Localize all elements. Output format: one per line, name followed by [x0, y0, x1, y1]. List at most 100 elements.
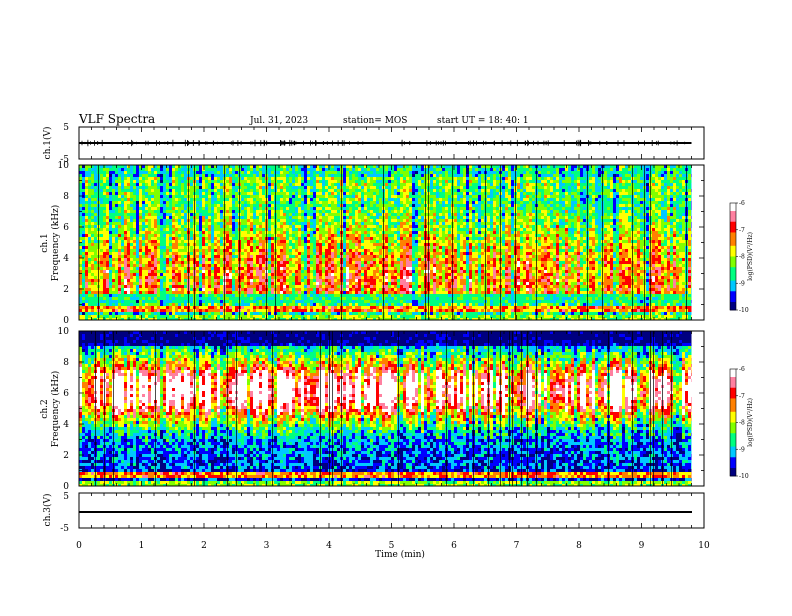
spectrogram-cell [316, 294, 319, 297]
spectrogram-cell [127, 276, 130, 279]
spectrogram-cell [226, 174, 229, 177]
spectrogram-cell [103, 219, 106, 222]
spectrogram-cell [262, 183, 265, 186]
spectrogram-cell [349, 246, 352, 249]
spectrogram-cell [202, 300, 205, 303]
spectrogram-cell [172, 306, 175, 309]
spectrogram-cell [298, 270, 301, 273]
spectrogram-cell [166, 309, 169, 312]
spectrogram-cell [253, 291, 256, 294]
spectrogram-cell [244, 309, 247, 312]
spectrogram-cell [85, 261, 88, 264]
spectrogram-cell [118, 243, 121, 246]
spectrogram-cell [295, 315, 298, 318]
spectrogram-cell [355, 267, 358, 270]
spectrogram-cell [322, 222, 325, 225]
spectrogram-cell [85, 315, 88, 318]
spectrogram-cell [328, 237, 331, 240]
spectrogram-cell [259, 219, 262, 222]
spectrogram-cell [244, 204, 247, 207]
spectrogram-cell [349, 192, 352, 195]
spectrogram-cell [301, 282, 304, 285]
spectrogram-cell [115, 168, 118, 171]
spectrogram-cell [325, 171, 328, 174]
spectrogram-cell [310, 237, 313, 240]
spectrogram-cell [154, 294, 157, 297]
spectrogram-cell [331, 177, 334, 180]
spectrogram-cell [157, 174, 160, 177]
spectrogram-cell [91, 192, 94, 195]
spectrogram-cell [157, 213, 160, 216]
spectrogram-cell [304, 276, 307, 279]
spectrogram-cell [319, 243, 322, 246]
spectrogram-cell [355, 309, 358, 312]
spectrogram-cell [349, 231, 352, 234]
spectrogram-cell [190, 306, 193, 309]
spectrogram-cell [316, 273, 319, 276]
spectrogram-cell [262, 240, 265, 243]
spectrogram-cell [109, 273, 112, 276]
spectrogram-cell [106, 189, 109, 192]
spectrogram-cell [184, 255, 187, 258]
spectrogram-cell [88, 234, 91, 237]
spectrogram-cell [190, 270, 193, 273]
spectrogram-cell [334, 297, 337, 300]
spectrogram-cell [283, 303, 286, 306]
spectrogram-cell [220, 231, 223, 234]
spectrogram-cell [196, 198, 199, 201]
spectrogram-cell [139, 228, 142, 231]
spectrogram-cell [184, 294, 187, 297]
spectrogram-cell [316, 279, 319, 282]
spectrogram-cell [229, 258, 232, 261]
spectrogram-cell [220, 255, 223, 258]
spectrogram-cell [94, 312, 97, 315]
spectrogram-cell [139, 285, 142, 288]
spectrogram-cell [130, 219, 133, 222]
spectrogram-cell [334, 303, 337, 306]
spectrogram-cell [178, 264, 181, 267]
spectrogram-cell [328, 168, 331, 171]
spectrogram-cell [172, 219, 175, 222]
spectrogram-cell [139, 258, 142, 261]
spectrogram-cell [181, 189, 184, 192]
spectrogram-cell [172, 249, 175, 252]
spectrogram-cell [100, 315, 103, 318]
spectrogram-cell [310, 222, 313, 225]
spectrogram-cell [118, 213, 121, 216]
spectrogram-cell [292, 237, 295, 240]
spectrogram-cell [148, 174, 151, 177]
spectrogram-cell [133, 279, 136, 282]
spectrogram-cell [229, 198, 232, 201]
spectrogram-cell [154, 279, 157, 282]
spectrogram-cell [262, 219, 265, 222]
spectrogram-cell [157, 306, 160, 309]
spectrogram-cell [166, 204, 169, 207]
spectrogram-cell [277, 231, 280, 234]
spectrogram-cell [283, 312, 286, 315]
spectrogram-cell [100, 207, 103, 210]
spectrogram-cell [355, 282, 358, 285]
spectrogram-cell [343, 228, 346, 231]
spectrogram-cell [133, 312, 136, 315]
spectrogram-cell [163, 270, 166, 273]
spectrogram-cell [82, 270, 85, 273]
spectrogram-cell [304, 270, 307, 273]
spectrogram-cell [172, 195, 175, 198]
spectrogram-cell [94, 282, 97, 285]
spectrogram-cell [124, 231, 127, 234]
spectrogram-cell [196, 219, 199, 222]
spectrogram-cell [298, 171, 301, 174]
spectrogram-cell [295, 258, 298, 261]
spectrogram-cell [316, 189, 319, 192]
spectrogram-cell [148, 273, 151, 276]
spectrogram-cell [229, 213, 232, 216]
spectrogram-cell [118, 198, 121, 201]
spectrogram-cell [139, 195, 142, 198]
spectrogram-cell [325, 267, 328, 270]
spectrogram-cell [112, 279, 115, 282]
spectrogram-cell [163, 282, 166, 285]
spectrogram-cell [283, 315, 286, 318]
spectrogram-cell [349, 195, 352, 198]
spectrogram-cell [154, 198, 157, 201]
spectrogram-cell [268, 198, 271, 201]
